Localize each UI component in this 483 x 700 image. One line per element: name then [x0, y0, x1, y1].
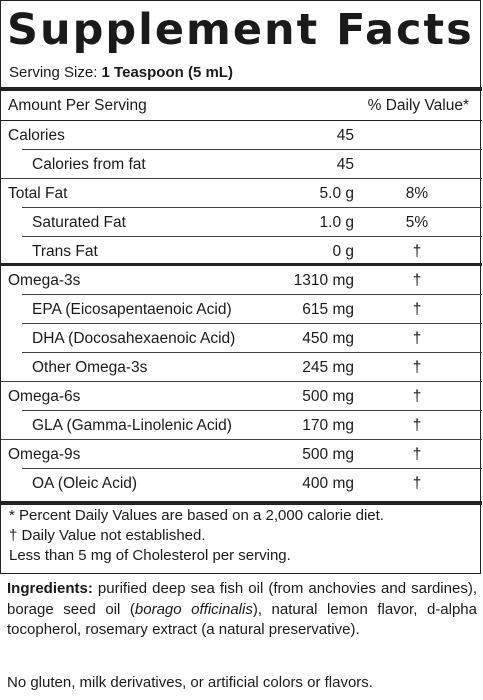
- free-from-statement: No gluten, milk derivatives, or artifici…: [7, 674, 373, 691]
- nutrient-daily-value: †: [412, 359, 422, 376]
- thick-divider: [1, 263, 482, 266]
- serving-size: Serving Size: 1 Teaspoon (5 mL): [9, 63, 233, 83]
- panel-title: Supplement Facts: [7, 5, 474, 55]
- nutrient-amount: 1310 mg: [293, 272, 354, 289]
- row-divider: [1, 178, 482, 179]
- nutrient-daily-value: †: [412, 446, 422, 463]
- nutrient-daily-value: 8%: [405, 185, 429, 202]
- nutrient-name: DHA (Docosahexaenoic Acid): [32, 330, 236, 347]
- nutrient-row: EPA (Eicosapentaenoic Acid) 615 mg †: [1, 295, 482, 324]
- row-divider: [22, 410, 482, 411]
- table-header: Amount Per Serving % Daily Value*: [1, 91, 482, 120]
- nutrient-amount: 500 mg: [302, 388, 354, 405]
- nutrient-amount: 615 mg: [302, 301, 354, 318]
- nutrient-amount: 0 g: [332, 243, 354, 260]
- nutrient-row: GLA (Gamma-Linolenic Acid) 170 mg †: [1, 411, 482, 440]
- ingredients-text-part-1: purified deep sea fish oil (from anchovi…: [7, 580, 477, 618]
- nutrient-row: Other Omega-3s 245 mg †: [1, 353, 482, 382]
- footnote-cholesterol: Less than 5 mg of Cholesterol per servin…: [9, 547, 291, 564]
- nutrient-name: Omega-3s: [8, 272, 81, 289]
- nutrient-row: Trans Fat 0 g †: [1, 237, 482, 266]
- nutrient-daily-value: †: [412, 388, 422, 405]
- nutrient-daily-value: †: [412, 272, 422, 289]
- nutrient-amount: 5.0 g: [319, 185, 354, 202]
- nutrient-row: OA (Oleic Acid) 400 mg †: [1, 469, 482, 498]
- nutrient-name: Omega-6s: [8, 388, 81, 405]
- nutrient-name: EPA (Eicosapentaenoic Acid): [32, 301, 232, 318]
- nutrient-row: DHA (Docosahexaenoic Acid) 450 mg †: [1, 324, 482, 353]
- nutrient-name: GLA (Gamma-Linolenic Acid): [32, 417, 232, 434]
- nutrient-name: Saturated Fat: [32, 214, 126, 231]
- ingredients-latin-name: borago officinalis: [134, 600, 253, 618]
- nutrient-amount: 45: [336, 156, 354, 173]
- nutrient-row: Saturated Fat 1.0 g 5%: [1, 208, 482, 237]
- supplement-facts-panel: Supplement Facts Serving Size: 1 Teaspoo…: [0, 0, 482, 574]
- ingredients-label: Ingredients:: [7, 580, 93, 597]
- row-divider: [22, 294, 482, 295]
- nutrient-row: Omega-3s 1310 mg †: [1, 266, 482, 295]
- thick-divider: [1, 501, 482, 505]
- row-divider: [22, 207, 482, 208]
- footnote-percent-dv: * Percent Daily Values are based on a 2,…: [9, 507, 384, 524]
- amount-per-serving-header: Amount Per Serving: [8, 97, 147, 114]
- nutrient-name: Total Fat: [8, 185, 68, 202]
- nutrient-amount: 45: [336, 127, 354, 144]
- footnote-dv-not-established: † Daily Value not established.: [9, 527, 206, 544]
- nutrient-name: Calories: [8, 127, 65, 144]
- nutrient-name: Calories from fat: [32, 156, 146, 173]
- row-divider: [22, 352, 482, 353]
- row-divider: [1, 120, 482, 121]
- nutrient-name: Other Omega-3s: [32, 359, 148, 376]
- nutrient-amount: 1.0 g: [319, 214, 354, 231]
- nutrient-daily-value: †: [412, 301, 422, 318]
- nutrient-name: Trans Fat: [32, 243, 98, 260]
- nutrient-amount: 450 mg: [302, 330, 354, 347]
- nutrient-daily-value: †: [412, 330, 422, 347]
- nutrient-amount: 245 mg: [302, 359, 354, 376]
- nutrient-amount: 170 mg: [302, 417, 354, 434]
- row-divider: [1, 381, 482, 382]
- serving-size-value: 1 Teaspoon (5 mL): [101, 64, 233, 81]
- nutrient-row: Calories from fat 45: [1, 150, 482, 179]
- row-divider: [1, 439, 482, 440]
- row-divider: [22, 236, 482, 237]
- nutrient-row: Total Fat 5.0 g 8%: [1, 179, 482, 208]
- daily-value-header: % Daily Value*: [367, 97, 469, 114]
- ingredients-statement: Ingredients: purified deep sea fish oil …: [7, 579, 477, 641]
- nutrient-row: Calories 45: [1, 121, 482, 150]
- nutrient-daily-value: †: [412, 417, 422, 434]
- nutrient-daily-value: 5%: [405, 214, 429, 231]
- nutrient-name: Omega-9s: [8, 446, 81, 463]
- ingredients-text-part-2: ), natural lemon flavor, d-alpha tocophe…: [7, 600, 477, 639]
- serving-size-label: Serving Size:: [9, 64, 98, 81]
- thick-divider: [1, 87, 482, 91]
- row-divider: [22, 468, 482, 469]
- nutrient-amount: 400 mg: [302, 475, 354, 492]
- nutrient-name: OA (Oleic Acid): [32, 475, 138, 492]
- row-divider: [22, 323, 482, 324]
- row-divider: [22, 149, 482, 150]
- nutrient-row: Omega-9s 500 mg †: [1, 440, 482, 469]
- nutrient-row: Omega-6s 500 mg †: [1, 382, 482, 411]
- nutrient-daily-value: †: [412, 475, 422, 492]
- nutrient-amount: 500 mg: [302, 446, 354, 463]
- nutrient-daily-value: †: [412, 243, 422, 260]
